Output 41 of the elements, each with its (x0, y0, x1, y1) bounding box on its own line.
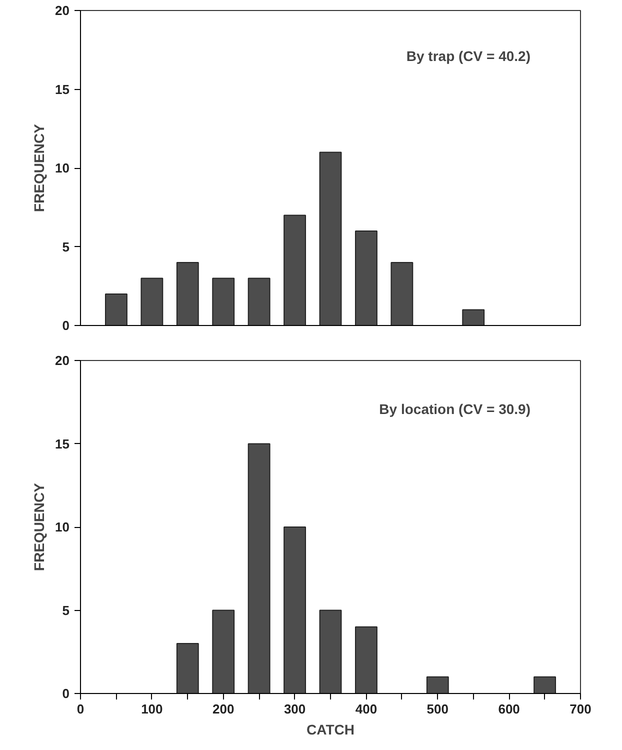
bar (355, 230, 378, 326)
bar (284, 214, 306, 326)
bar (176, 643, 199, 694)
bar (319, 610, 342, 694)
bar (426, 676, 449, 694)
bar (248, 443, 270, 694)
y-tick-label: 15 (55, 436, 70, 452)
y-tick-label: 15 (55, 82, 70, 97)
y-tick-label: 20 (55, 3, 70, 18)
y-tick-label: 10 (55, 520, 70, 534)
y-tick-label: 5 (62, 602, 70, 618)
bar (105, 294, 128, 326)
y-tick-label: 10 (55, 160, 70, 176)
bar (390, 262, 414, 326)
x-tick-label: 0 (76, 702, 84, 716)
bar (534, 676, 556, 694)
bar (355, 626, 378, 694)
x-tick-label: 200 (212, 702, 234, 716)
x-tick-label: 400 (355, 702, 378, 716)
x-tick-label: 700 (570, 702, 592, 716)
bar (212, 610, 235, 694)
y-axis-title: FREQUENCY (31, 482, 48, 571)
y-tick-label: 0 (62, 686, 70, 701)
bar (462, 309, 485, 326)
x-tick-label: 600 (498, 702, 520, 716)
x-tick-label: 300 (284, 702, 306, 716)
x-axis-title: CATCH (306, 722, 354, 738)
y-tick-label: 5 (62, 239, 70, 254)
y-axis-title: FREQUENCY (31, 123, 48, 212)
y-tick-label: 0 (62, 318, 70, 333)
bar (212, 278, 235, 326)
y-tick-label: 20 (55, 353, 70, 368)
x-tick-label: 100 (141, 702, 163, 716)
bar (284, 526, 306, 694)
bar (176, 262, 199, 326)
x-tick-label: 500 (426, 702, 448, 716)
annotation: By location (CV = 30.9) (379, 401, 531, 418)
bar (248, 278, 270, 326)
bar (140, 278, 164, 326)
annotation: By trap (CV = 40.2) (406, 48, 531, 64)
bar (319, 152, 342, 326)
